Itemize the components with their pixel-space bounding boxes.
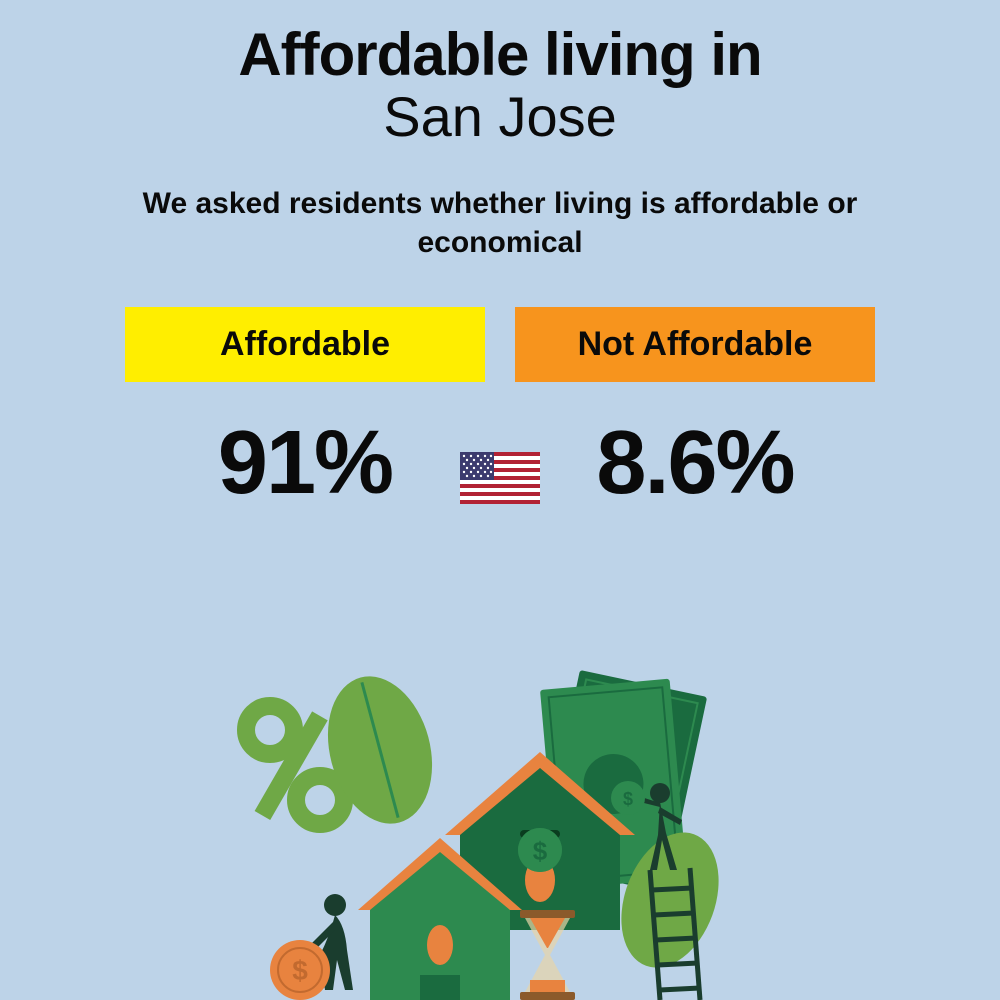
svg-text:$: $: [292, 955, 308, 986]
percent-affordable: 91%: [218, 412, 392, 515]
badge-affordable: Affordable: [125, 307, 485, 382]
stats-container: Affordable 91% Not Affordable 8.6%: [0, 307, 1000, 515]
header: Affordable living in San Jose: [0, 0, 1000, 149]
stat-not-affordable: Not Affordable 8.6%: [515, 307, 875, 515]
percent-not-affordable: 8.6%: [596, 412, 793, 515]
stat-affordable: Affordable 91%: [125, 307, 485, 515]
svg-text:$: $: [623, 789, 633, 809]
savings-illustration-icon: $ $ $: [200, 650, 800, 1000]
svg-text:$: $: [533, 836, 548, 866]
subtitle: We asked residents whether living is aff…: [0, 184, 1000, 262]
title-city: San Jose: [0, 84, 1000, 149]
title-prefix: Affordable living in: [0, 20, 1000, 89]
badge-not-affordable: Not Affordable: [515, 307, 875, 382]
usa-flag-icon: [460, 452, 540, 504]
